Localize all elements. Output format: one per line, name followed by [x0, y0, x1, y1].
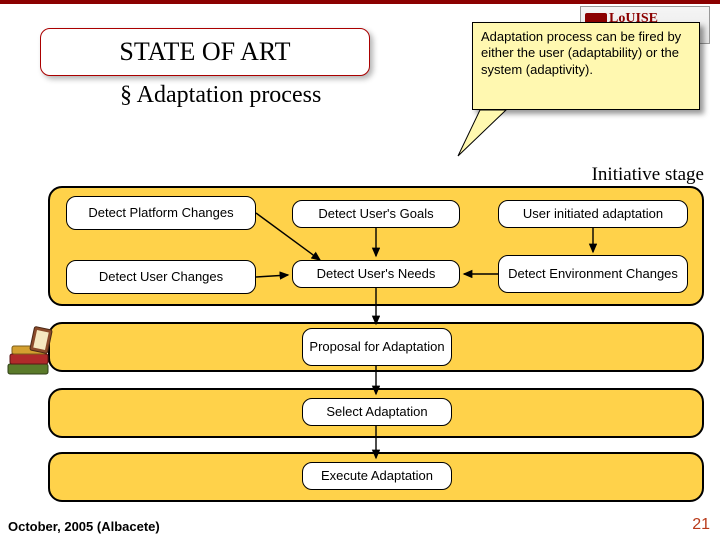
stage-label-initiative: Initiative stage: [592, 164, 704, 186]
box-detect-needs-text: Detect User's Needs: [317, 267, 436, 281]
box-detect-env: Detect Environment Changes: [498, 255, 688, 293]
page-subtitle-text: § Adaptation process: [120, 82, 321, 108]
books-icon: [2, 320, 58, 400]
footer: October, 2005 (Albacete): [8, 519, 160, 534]
page-subtitle: § Adaptation process: [120, 82, 321, 109]
page-number-text: 21: [692, 516, 710, 533]
box-detect-env-text: Detect Environment Changes: [508, 267, 678, 281]
stage-label-initiative-text: Initiative stage: [592, 164, 704, 185]
box-detect-platform-text: Detect Platform Changes: [88, 206, 233, 220]
box-user-initiated: User initiated adaptation: [498, 200, 688, 228]
footer-text: October, 2005 (Albacete): [8, 519, 160, 534]
box-detect-needs: Detect User's Needs: [292, 260, 460, 288]
box-detect-goals-text: Detect User's Goals: [318, 207, 433, 221]
box-select-text: Select Adaptation: [326, 405, 427, 419]
callout-tail: [448, 108, 508, 158]
brand-bar: [0, 0, 720, 4]
box-user-initiated-text: User initiated adaptation: [523, 207, 663, 221]
box-detect-goals: Detect User's Goals: [292, 200, 460, 228]
box-execute: Execute Adaptation: [302, 462, 452, 490]
box-proposal: Proposal for Adaptation: [302, 328, 452, 366]
callout: Adaptation process can be fired by eithe…: [472, 22, 700, 110]
box-detect-user-text: Detect User Changes: [99, 270, 223, 284]
page-title: STATE OF ART: [40, 28, 370, 76]
page-title-text: STATE OF ART: [119, 37, 290, 67]
box-detect-platform: Detect Platform Changes: [66, 196, 256, 230]
callout-text: Adaptation process can be fired by eithe…: [481, 29, 681, 77]
page-number: 21: [692, 516, 710, 534]
box-detect-user: Detect User Changes: [66, 260, 256, 294]
box-execute-text: Execute Adaptation: [321, 469, 433, 483]
box-select: Select Adaptation: [302, 398, 452, 426]
box-proposal-text: Proposal for Adaptation: [309, 340, 444, 354]
